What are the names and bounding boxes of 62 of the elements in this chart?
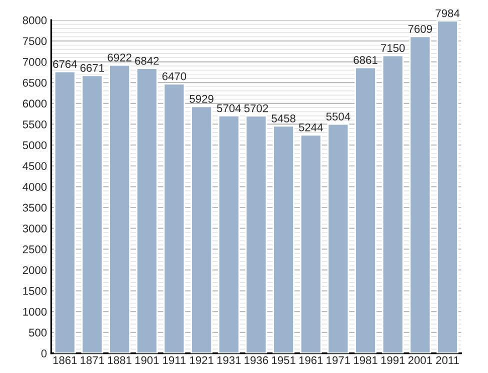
data-label: 7609: [408, 24, 432, 33]
data-label: 6861: [354, 56, 378, 64]
x-tick-label: 1911: [163, 356, 186, 364]
x-tick-label: 1861: [53, 356, 77, 364]
data-label: 6842: [135, 56, 159, 65]
y-tick-label: 8000: [22, 16, 47, 24]
y-tick-label: 6500: [22, 78, 47, 87]
y-tick-label: 6000: [22, 100, 47, 108]
bar: [190, 106, 212, 354]
y-tick-label: 5000: [22, 141, 47, 150]
y-tick-label: 3000: [22, 224, 47, 232]
bar: [218, 115, 240, 354]
data-label: 5458: [272, 114, 296, 122]
y-tick-label: 7500: [22, 37, 47, 46]
x-tick-label: 1921: [190, 356, 214, 364]
x-tick-label: 1871: [80, 356, 104, 364]
data-label: 7150: [381, 44, 405, 52]
bar: [245, 115, 268, 354]
data-label: 7984: [436, 9, 460, 18]
data-label: 5929: [190, 94, 214, 103]
data-label: 5244: [298, 123, 323, 132]
data-label: 5704: [216, 104, 241, 112]
x-tick-label: 1981: [354, 356, 378, 364]
x-tick-label: 1881: [108, 356, 132, 364]
x-tick-label: 1901: [135, 356, 159, 364]
bar: [354, 66, 376, 354]
bar: [163, 83, 186, 354]
data-label: 6671: [80, 64, 104, 72]
x-tick-label: 1936: [244, 356, 268, 364]
data-label: 6470: [162, 72, 186, 80]
y-tick-label: 0: [41, 350, 47, 358]
bar: [81, 74, 104, 354]
y-tick-label: 3500: [22, 204, 47, 212]
y-tick-label: 2500: [22, 245, 47, 254]
data-label: 5504: [326, 112, 350, 120]
bar: [300, 134, 322, 354]
y-tick-label: 4000: [22, 182, 47, 191]
y-tick-label: 5500: [22, 120, 47, 128]
bar: [382, 54, 404, 354]
y-tick-label: 1000: [23, 308, 47, 316]
bar: [108, 64, 131, 354]
bar: [272, 125, 294, 354]
bar: [136, 68, 158, 354]
data-label: 5702: [244, 104, 268, 112]
data-label: 6922: [108, 54, 132, 62]
x-tick-label: 1961: [299, 356, 323, 364]
y-tick-label: 1500: [23, 287, 47, 295]
y-tick-label: 500: [28, 328, 47, 337]
data-label: 6764: [53, 60, 77, 68]
y-tick-label: 2000: [22, 266, 47, 274]
y-tick-label: 7000: [22, 58, 47, 66]
x-tick-label: 1931: [217, 356, 241, 364]
bar: [409, 36, 432, 354]
bar: [54, 70, 76, 354]
x-tick-label: 1951: [272, 356, 296, 364]
x-tick-label: 2001: [408, 356, 432, 364]
x-tick-label: 1991: [381, 356, 405, 364]
y-tick-label: 4500: [22, 162, 47, 170]
x-tick-label: 1971: [326, 356, 350, 364]
bar: [436, 20, 458, 354]
x-tick-label: 2011: [436, 356, 459, 364]
bar: [327, 123, 350, 354]
